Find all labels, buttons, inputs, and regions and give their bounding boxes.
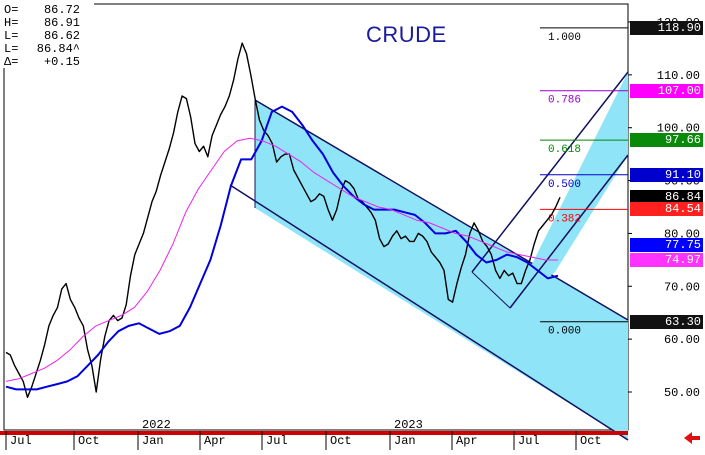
fib-label-0: 1.000 <box>548 32 581 44</box>
ohlc-change-key: Δ= <box>4 55 19 69</box>
price-tag-6: 77.75 <box>630 238 703 253</box>
ohlc-change-value: +0.15 <box>43 55 80 69</box>
fib-label-1: 0.786 <box>548 95 581 107</box>
x-year-label-1: 2023 <box>394 418 423 432</box>
price-tag-3: 91.10 <box>630 167 703 182</box>
x-tick-label-0: Jul <box>10 434 32 448</box>
ohlc-high-value: 86.91 <box>43 16 80 30</box>
price-tag-8: 63.30 <box>630 314 703 329</box>
ohlc-last-key: L= <box>4 42 19 56</box>
y-tick-label-6: 110.00 <box>657 69 700 83</box>
price-tag-5: 84.54 <box>630 202 703 217</box>
series-layer <box>5 42 561 398</box>
chart-title: CRUDE <box>366 22 447 47</box>
x-tick-label-4: Jul <box>266 434 288 448</box>
x-tick-label-8: Jul <box>518 434 540 448</box>
ascending-channel-upper-line <box>471 71 629 273</box>
x-tick-label-1: Oct <box>78 434 100 448</box>
ascending-channel-lower-line <box>509 154 629 309</box>
x-year-label-0: 2022 <box>142 418 171 432</box>
x-tick-label-6: Jan <box>394 434 416 448</box>
channel-layer <box>3 3 629 441</box>
x-tick-label-2: Jan <box>142 434 164 448</box>
x-tick-label-7: Apr <box>456 434 478 448</box>
ohlc-open-value: 86.72 <box>43 3 80 17</box>
ascending-channel-fill <box>510 72 628 308</box>
x-tick-label-3: Apr <box>204 434 226 448</box>
fib-label-5: 0.000 <box>548 326 581 338</box>
ohlc-last: L= 86.84^ <box>4 43 80 56</box>
ohlc-low-value: 86.62 <box>43 29 80 43</box>
series-moving-average-fast <box>5 105 559 391</box>
fib-label-3: 0.500 <box>548 179 581 191</box>
y-tick-label-1: 60.00 <box>664 333 700 347</box>
back-arrow-icon[interactable] <box>682 430 702 446</box>
x-tick-label-5: Oct <box>330 434 352 448</box>
fib-label-2: 0.618 <box>548 144 581 156</box>
y-tick-label-5: 100.00 <box>657 122 700 136</box>
series-moving-average-slow <box>5 137 559 382</box>
ohlc-open-key: O= <box>4 3 19 17</box>
ohlc-readout: O= 86.72 H= 86.91 L= 86.62 L= 86.84^ Δ= +0.15 <box>2 2 94 69</box>
price-tag-0: 118.90 <box>630 20 703 35</box>
price-tag-2: 97.66 <box>630 133 703 148</box>
descending-channel-lower-line <box>229 184 629 441</box>
price-tag-4: 86.84 <box>630 190 703 205</box>
price-tag-1: 107.00 <box>630 83 703 98</box>
y-tick-label-0: 50.00 <box>664 386 700 400</box>
ohlc-open: O= 86.72 <box>4 4 80 17</box>
ohlc-change: Δ= +0.15 <box>4 56 80 69</box>
x-tick-label-9: Oct <box>580 434 602 448</box>
descending-channel-upper-line <box>254 99 629 321</box>
ohlc-high: H= 86.91 <box>4 17 80 30</box>
x-axis-band <box>0 431 628 435</box>
descending-channel-fill <box>255 100 628 440</box>
fib-label-4: 0.382 <box>548 213 581 225</box>
ascending-channel-base-line <box>471 271 511 309</box>
ohlc-low-key: L= <box>4 29 19 43</box>
price-tag-7: 74.97 <box>630 253 703 268</box>
ohlc-high-key: H= <box>4 16 19 30</box>
ohlc-last-value: 86.84^ <box>36 42 80 56</box>
fib-layer: 1.000 0.786 0.618 0.500 0.382 0.000 <box>540 27 628 338</box>
y-tick-label-3: 80.00 <box>664 227 700 241</box>
ohlc-low: L= 86.62 <box>4 30 80 43</box>
y-tick-label-2: 70.00 <box>664 280 700 294</box>
